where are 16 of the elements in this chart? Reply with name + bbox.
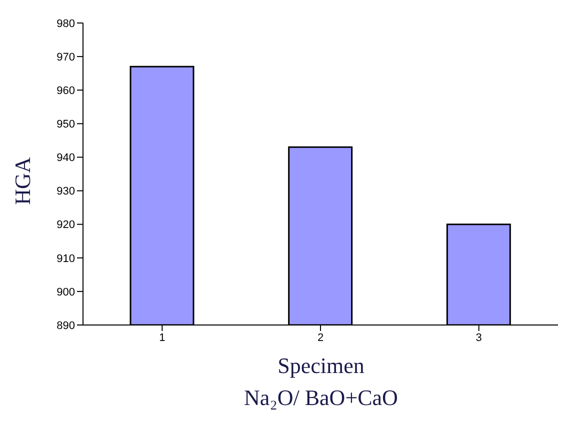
- text: Na₂O/ BaO+CaO: [243, 385, 399, 411]
- y-tick-label: 900: [56, 286, 75, 298]
- y-axis-title: HGA: [10, 156, 36, 204]
- x-tick-label: 2: [317, 332, 324, 344]
- x-axis-title: Specimen: [276, 353, 366, 379]
- y-tick-label: 930: [56, 186, 75, 198]
- y-tick-label: 920: [56, 219, 75, 232]
- y-tick-label: 890: [56, 320, 75, 332]
- y-tick-label: 980: [56, 18, 75, 30]
- y-tick-label: 950: [56, 118, 75, 131]
- x-tick-label: 3: [476, 332, 482, 344]
- y-tick-label: 970: [56, 51, 75, 64]
- y-tick-label: 960: [56, 85, 75, 98]
- x-tick-label: 1: [159, 332, 166, 344]
- y-tick-label: 940: [56, 152, 75, 164]
- y-tick-label: 910: [56, 252, 75, 265]
